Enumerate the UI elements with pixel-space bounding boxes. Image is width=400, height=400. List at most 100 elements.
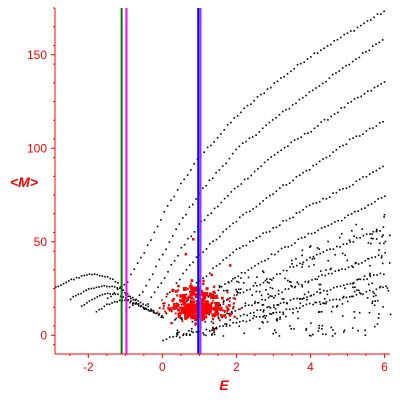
data-point: [161, 315, 163, 317]
data-point: [229, 254, 231, 257]
data-point: [285, 108, 287, 111]
data-point: [228, 281, 230, 284]
data-point: [368, 49, 371, 52]
data-point: [377, 85, 379, 87]
data-point: [354, 262, 357, 265]
data-point: [386, 287, 389, 289]
data-point: [184, 253, 188, 256]
data-point: [193, 231, 196, 233]
data-point: [214, 313, 216, 316]
data-point: [282, 184, 284, 186]
data-point: [233, 117, 235, 119]
data-point: [378, 167, 381, 170]
data-point: [236, 115, 239, 117]
data-point: [322, 197, 324, 200]
data-point: [93, 273, 96, 275]
data-point: [237, 288, 240, 291]
data-point: [302, 171, 304, 174]
data-point: [163, 277, 166, 279]
data-point: [320, 270, 322, 272]
data-point: [339, 246, 341, 248]
data-point: [285, 219, 288, 222]
data-point: [366, 297, 369, 299]
data-point: [288, 217, 291, 220]
data-point: [297, 238, 300, 241]
data-point: [150, 310, 152, 312]
data-point: [344, 216, 346, 219]
data-point: [208, 304, 213, 308]
data-point: [178, 223, 181, 225]
data-point: [235, 248, 238, 251]
data-point: [82, 290, 85, 293]
data-point: [313, 264, 315, 266]
data-point: [319, 288, 321, 290]
data-point: [307, 281, 310, 284]
data-point: [310, 294, 313, 297]
data-point: [174, 306, 178, 309]
data-point: [339, 285, 342, 288]
data-point: [180, 317, 183, 319]
data-point: [232, 222, 234, 225]
data-point: [239, 247, 241, 249]
data-point: [232, 302, 235, 305]
data-point: [382, 226, 385, 228]
data-point: [200, 298, 205, 303]
data-point: [222, 335, 225, 337]
data-point: [247, 177, 249, 180]
data-point: [205, 275, 208, 278]
data-point: [219, 307, 222, 310]
data-point: [274, 253, 276, 256]
data-point: [371, 302, 373, 304]
data-point: [226, 310, 229, 313]
data-point: [256, 276, 258, 278]
data-point: [227, 312, 230, 315]
data-point: [301, 254, 303, 257]
data-point: [191, 291, 196, 296]
data-point: [336, 304, 339, 307]
data-point: [158, 258, 161, 261]
data-point: [353, 290, 356, 293]
data-point: [284, 277, 286, 280]
data-point: [229, 319, 231, 321]
data-point: [240, 183, 243, 185]
data-point: [344, 287, 346, 290]
data-point: [389, 234, 391, 237]
data-point: [269, 312, 271, 315]
data-point: [263, 92, 265, 95]
data-point: [263, 309, 265, 311]
data-point: [330, 43, 332, 46]
data-point: [378, 249, 380, 251]
data-point: [245, 140, 247, 143]
data-point: [223, 197, 226, 200]
data-point: [218, 285, 221, 287]
data-point: [135, 298, 137, 301]
x-tick-label: 6: [381, 360, 388, 374]
data-point: [165, 338, 168, 340]
data-point: [351, 60, 354, 63]
data-point: [375, 43, 377, 45]
data-point: [187, 308, 193, 313]
data-point: [247, 276, 250, 279]
data-point: [242, 213, 244, 216]
data-point: [366, 278, 368, 280]
data-point: [126, 281, 129, 283]
data-point: [284, 288, 287, 290]
data-point: [124, 299, 126, 301]
data-point: [341, 252, 344, 255]
data-point: [332, 305, 334, 308]
data-point: [315, 301, 318, 304]
data-point: [181, 318, 183, 321]
data-point: [262, 311, 265, 313]
data-point: [288, 308, 291, 311]
data-point: [150, 239, 152, 241]
data-point: [157, 286, 159, 289]
data-point: [283, 301, 285, 304]
x-axis-label: E: [219, 377, 229, 393]
data-point: [314, 278, 317, 280]
data-point: [250, 103, 252, 105]
data-point: [351, 295, 353, 298]
data-point: [237, 281, 240, 284]
data-point: [358, 311, 361, 314]
data-point: [171, 306, 174, 309]
data-point: [330, 310, 333, 313]
